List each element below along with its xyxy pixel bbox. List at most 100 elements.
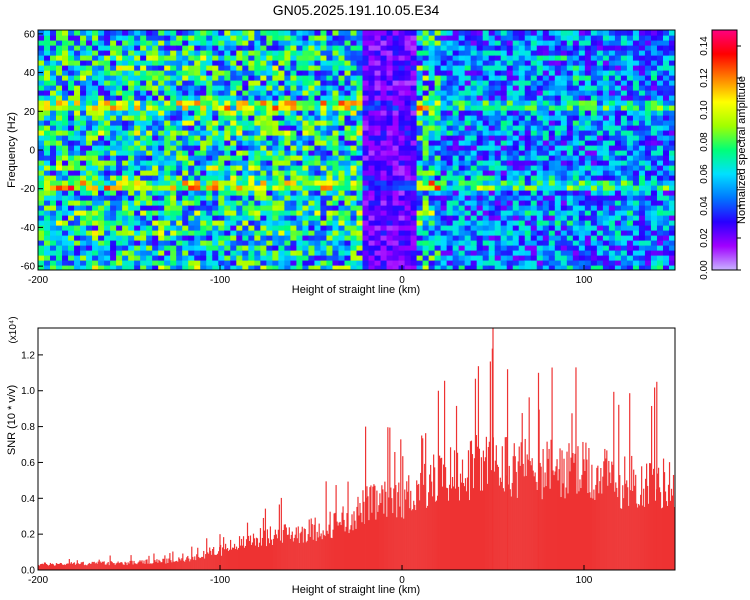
heatmap-cell: [620, 195, 628, 201]
heatmap-cell: [44, 165, 51, 171]
heatmap-cell: [578, 255, 586, 261]
heatmap-cell: [362, 145, 370, 151]
heatmap-cell: [548, 95, 556, 101]
heatmap-cell: [194, 220, 201, 226]
heatmap-cell: [584, 85, 592, 91]
heatmap-cell: [254, 195, 261, 201]
heatmap-cell: [404, 255, 412, 261]
heatmap-cell: [578, 230, 586, 236]
heatmap-cell: [146, 225, 153, 231]
heatmap-cell: [536, 215, 544, 221]
heatmap-cell: [152, 130, 159, 136]
heatmap-cell: [236, 175, 243, 181]
heatmap-cell: [608, 160, 616, 166]
heatmap-cell: [458, 145, 466, 151]
heatmap-cell: [56, 50, 63, 56]
heatmap-cell: [344, 215, 352, 221]
heatmap-cell: [608, 200, 616, 206]
heatmap-cell: [626, 105, 634, 111]
heatmap-cell: [488, 95, 496, 101]
heatmap-cell: [566, 225, 574, 231]
heatmap-cell: [206, 230, 213, 236]
heatmap-cell: [584, 130, 592, 136]
heatmap-cell: [218, 250, 225, 256]
heatmap-cell: [212, 265, 219, 270]
heatmap-cell: [290, 205, 298, 211]
heatmap-cell: [50, 160, 57, 166]
heatmap-cell: [134, 135, 141, 141]
heatmap-cell: [590, 120, 598, 126]
heatmap-cell: [278, 160, 285, 166]
heatmap-cell: [656, 80, 664, 86]
heatmap-cell: [278, 125, 285, 131]
heatmap-cell: [302, 60, 310, 66]
heatmap-cell: [140, 230, 147, 236]
heatmap-cell: [428, 235, 436, 241]
heatmap-cell: [620, 140, 628, 146]
heatmap-cell: [554, 235, 562, 241]
heatmap-cell: [74, 120, 81, 126]
heatmap-cell: [350, 50, 358, 56]
heatmap-cell: [338, 235, 346, 241]
heatmap-cell: [368, 100, 376, 106]
heatmap-cell: [464, 125, 472, 131]
heatmap-cell: [350, 165, 358, 171]
heatmap-cell: [404, 115, 412, 121]
heatmap-cell: [212, 85, 219, 91]
heatmap-cell: [638, 235, 646, 241]
heatmap-cell: [632, 200, 640, 206]
heatmap-cell: [458, 50, 466, 56]
heatmap-cell: [104, 245, 111, 251]
heatmap-cell: [164, 70, 171, 76]
heatmap-cell: [440, 265, 448, 270]
heatmap-cell: [314, 85, 322, 91]
heatmap-cell: [590, 240, 598, 246]
heatmap-cell: [86, 110, 93, 116]
heatmap-cell: [452, 80, 460, 86]
heatmap-cell: [614, 95, 622, 101]
heatmap-cell: [434, 170, 442, 176]
heatmap-cell: [440, 165, 448, 171]
heatmap-cell: [644, 220, 652, 226]
heatmap-cell: [386, 225, 394, 231]
heatmap-cell: [614, 250, 622, 256]
heatmap-cell: [218, 190, 225, 196]
heatmap-cell: [506, 235, 514, 241]
heatmap-cell: [500, 50, 508, 56]
heatmap-cell: [416, 170, 424, 176]
heatmap-cell: [80, 150, 87, 156]
heatmap-cell: [86, 245, 93, 251]
heatmap-cell: [248, 95, 255, 101]
heatmap-cell: [230, 195, 237, 201]
heatmap-cell: [452, 245, 460, 251]
heatmap-cell: [620, 35, 628, 41]
heatmap-cell: [344, 265, 352, 270]
heatmap-cell: [224, 250, 231, 256]
heatmap-cell: [92, 170, 99, 176]
heatmap-cell: [212, 220, 219, 226]
heatmap-cell: [314, 190, 322, 196]
heatmap-cell: [620, 210, 628, 216]
heatmap-cell: [134, 115, 141, 121]
heatmap-cell: [644, 80, 652, 86]
heatmap-cell: [188, 110, 195, 116]
heatmap-cell: [272, 115, 279, 121]
heatmap-cell: [284, 50, 291, 56]
heatmap-cell: [272, 105, 279, 111]
heatmap-cell: [68, 35, 75, 41]
heatmap-cell: [500, 175, 508, 181]
heatmap-cell: [410, 50, 418, 56]
heatmap-cell: [608, 95, 616, 101]
heatmap-cell: [488, 265, 496, 270]
heatmap-cell: [368, 225, 376, 231]
heatmap-cell: [290, 110, 298, 116]
heatmap-cell: [194, 100, 201, 106]
heatmap-cell: [338, 60, 346, 66]
heatmap-cell: [650, 250, 658, 256]
heatmap-cell: [446, 240, 454, 246]
heatmap-cell: [380, 110, 388, 116]
heatmap-cell: [464, 80, 472, 86]
heatmap-cell: [470, 195, 478, 201]
heatmap-cell: [446, 95, 454, 101]
heatmap-cell: [602, 100, 610, 106]
